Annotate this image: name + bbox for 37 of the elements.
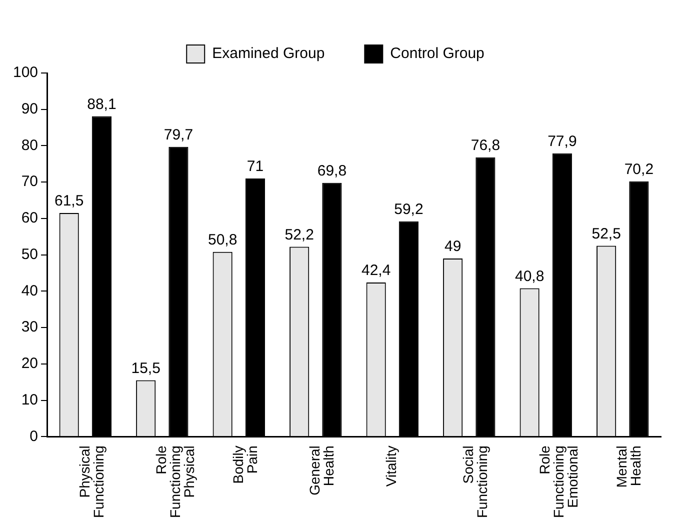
data-label: 52,2 [284, 226, 314, 244]
legend-label: Control Group [390, 45, 484, 62]
x-tick-label: General Health [306, 446, 336, 496]
data-label: 15,5 [131, 360, 160, 377]
y-tick-label: 30 [21, 318, 38, 336]
x-tick-label: Mental Health [613, 446, 644, 488]
x-tick-label: Role Functioning Emotional [536, 445, 581, 518]
data-label: 52,5 [592, 225, 621, 242]
y-tick-label: 60 [21, 210, 38, 227]
y-tick-label: 80 [21, 136, 38, 154]
x-tick-label: Physical Functioning [76, 446, 106, 518]
data-label: 61,5 [54, 192, 84, 210]
x-tick-label: Bodily Pain [230, 446, 260, 484]
data-label: 49 [444, 238, 462, 256]
x-tick-label: Role Functioning Physical [153, 445, 198, 518]
y-tick-label: 40 [21, 282, 38, 300]
y-tick-label: 20 [21, 355, 38, 372]
y-tick-label: 70 [21, 173, 38, 190]
data-label: 69,8 [317, 162, 347, 180]
data-label: 59,2 [394, 201, 424, 218]
x-tick-label: Social Functioning [460, 446, 490, 518]
data-label: 79,7 [164, 126, 194, 144]
data-label: 40,8 [514, 268, 544, 285]
y-tick-label: 90 [21, 100, 38, 118]
data-label: 42,4 [361, 262, 391, 280]
x-tick-label: Vitality [383, 446, 400, 487]
data-label: 77,9 [548, 133, 577, 150]
data-label: 76,8 [470, 137, 500, 154]
data-label: 50,8 [208, 232, 238, 249]
data-label: 71 [246, 158, 264, 176]
y-tick-label: 10 [21, 391, 38, 408]
data-label: 88,1 [87, 96, 116, 113]
y-tick-label: 0 [30, 428, 38, 445]
y-tick-label: 50 [21, 246, 38, 263]
legend-label: Examined Group [212, 45, 325, 62]
y-tick-label: 100 [12, 64, 38, 82]
data-label: 70,2 [624, 161, 654, 178]
